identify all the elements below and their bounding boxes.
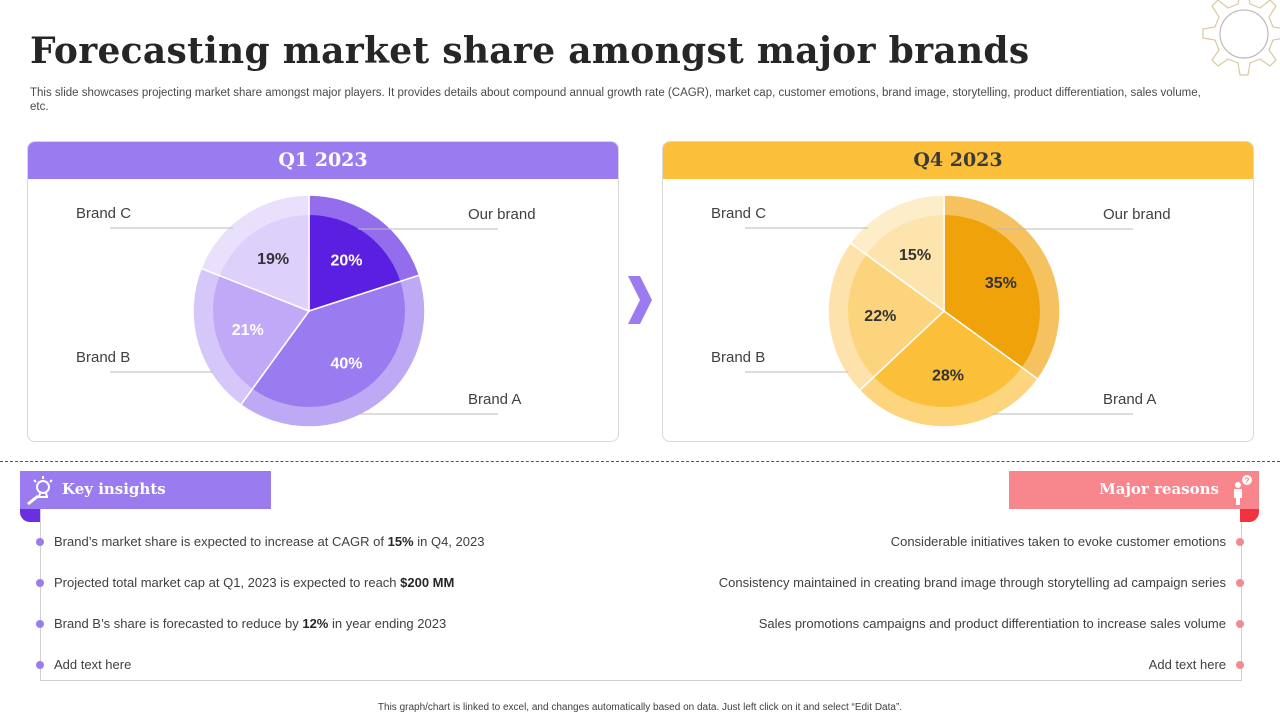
pie-value-label-brand-b: 21% (232, 322, 264, 339)
bullet-dot (36, 578, 44, 587)
bullet-dot (1236, 660, 1244, 669)
q1-pie-chart[interactable]: 20% 40% 21% 19% Our brand Brand A Brand B Brand… (28, 142, 619, 442)
insights-reasons-box (40, 509, 1242, 681)
footer-note: This graph/chart is linked to excel, and… (377, 702, 903, 713)
section-divider (0, 461, 1280, 462)
bullet-dot (1236, 578, 1244, 587)
pie-slice-our-brand[interactable] (308, 194, 421, 313)
insight-text: Add text here (54, 657, 132, 672)
page-subtitle: This slide showcases projecting market s… (30, 87, 1201, 113)
pie-value-label-brand-c: 15% (899, 247, 931, 264)
q1-chart-title: Q1 2023 (28, 142, 618, 179)
insight-item-4: Add text here (36, 656, 131, 674)
legend-label-brand-a: Brand A (1103, 391, 1156, 408)
reason-text: Considerable initiatives taken to evoke … (890, 534, 1226, 549)
gear-icon (1202, 0, 1280, 76)
bullet-dot (36, 537, 44, 546)
bullet-dot (1236, 619, 1244, 628)
pie-slice-brand-a[interactable] (239, 274, 426, 428)
pie-value-label-brand-b: 22% (864, 308, 896, 325)
pie-value-label-brand-a: 40% (330, 356, 362, 373)
reason-item-2: Consistency maintained in creating brand… (719, 574, 1244, 592)
reason-item-4: Add text here (1149, 656, 1244, 674)
bullet-dot (36, 660, 44, 669)
q4-pie-chart[interactable]: 35% 28% 22% 15% Our brand Brand A Brand B Brand… (663, 142, 1254, 442)
key-insights-tab-accent (20, 509, 40, 522)
legend-label-brand-b: Brand B (76, 349, 130, 366)
pie-slice-brand-b[interactable] (827, 241, 946, 392)
pie-value-label-brand-c: 19% (257, 251, 289, 268)
pie-ring-highlight (828, 195, 1060, 427)
pie-value-label-brand-a: 28% (932, 368, 964, 385)
q4-chart-title: Q4 2023 (663, 142, 1253, 179)
legend-label-brand-c: Brand C (76, 205, 131, 222)
key-insights-header: Key insights (20, 471, 271, 509)
svg-text:?: ? (1245, 477, 1250, 486)
reason-text: Consistency maintained in creating brand… (718, 575, 1226, 590)
key-insights-title: Key insights (62, 480, 166, 498)
legend-label-brand-b: Brand B (711, 349, 765, 366)
pie-slice-our-brand[interactable] (943, 194, 1061, 381)
legend-label-brand-c: Brand C (711, 205, 766, 222)
insight-item-2: Projected total market cap at Q1, 2023 i… (36, 574, 454, 592)
legend-label-brand-a: Brand A (468, 391, 521, 408)
insight-item-1: Brand’s market share is expected to incr… (36, 533, 484, 551)
pie-value-label-our-brand: 35% (985, 275, 1017, 292)
major-reasons-header: ? Major reasons (1009, 471, 1259, 509)
reason-item-1: Considerable initiatives taken to evoke … (891, 533, 1244, 551)
pie-slice-brand-c[interactable] (849, 194, 945, 313)
reason-text: Sales promotions campaigns and product d… (758, 616, 1226, 631)
pie-ring-highlight (193, 195, 425, 427)
insight-text: Brand’s market share is expected to incr… (54, 534, 485, 549)
pie-slice-brand-c[interactable] (200, 194, 310, 313)
bullet-dot (1236, 537, 1244, 546)
chevron-right-icon (628, 276, 652, 324)
insight-item-3: Brand B’s share is forecasted to reduce … (36, 615, 446, 633)
insight-text: Projected total market cap at Q1, 2023 i… (54, 575, 455, 590)
q1-chart-panel: Q1 2023 20% 40% 21% 19% Our brand Brand A Bran… (27, 141, 619, 442)
pie-slice-brand-a[interactable] (858, 310, 1039, 428)
pie-value-label-our-brand: 20% (330, 252, 362, 269)
legend-label-our-brand: Our brand (1103, 206, 1171, 223)
reason-text: Add text here (1148, 657, 1226, 672)
legend-label-our-brand: Our brand (468, 206, 536, 223)
bullet-dot (36, 619, 44, 628)
major-reasons-tab-accent (1240, 509, 1259, 522)
pie-slice-brand-b[interactable] (192, 267, 311, 406)
major-reasons-title: Major reasons (1099, 480, 1219, 498)
insight-text: Brand B’s share is forecasted to reduce … (54, 616, 447, 631)
lightbulb-magnifier-icon (27, 476, 53, 506)
person-question-icon: ? (1234, 475, 1252, 505)
page-title: Forecasting market share amongst major b… (30, 30, 1030, 72)
q4-chart-panel: Q4 2023 35% 28% 22% 15% Our brand Brand A Bran… (662, 141, 1254, 442)
reason-item-3: Sales promotions campaigns and product d… (759, 615, 1244, 633)
